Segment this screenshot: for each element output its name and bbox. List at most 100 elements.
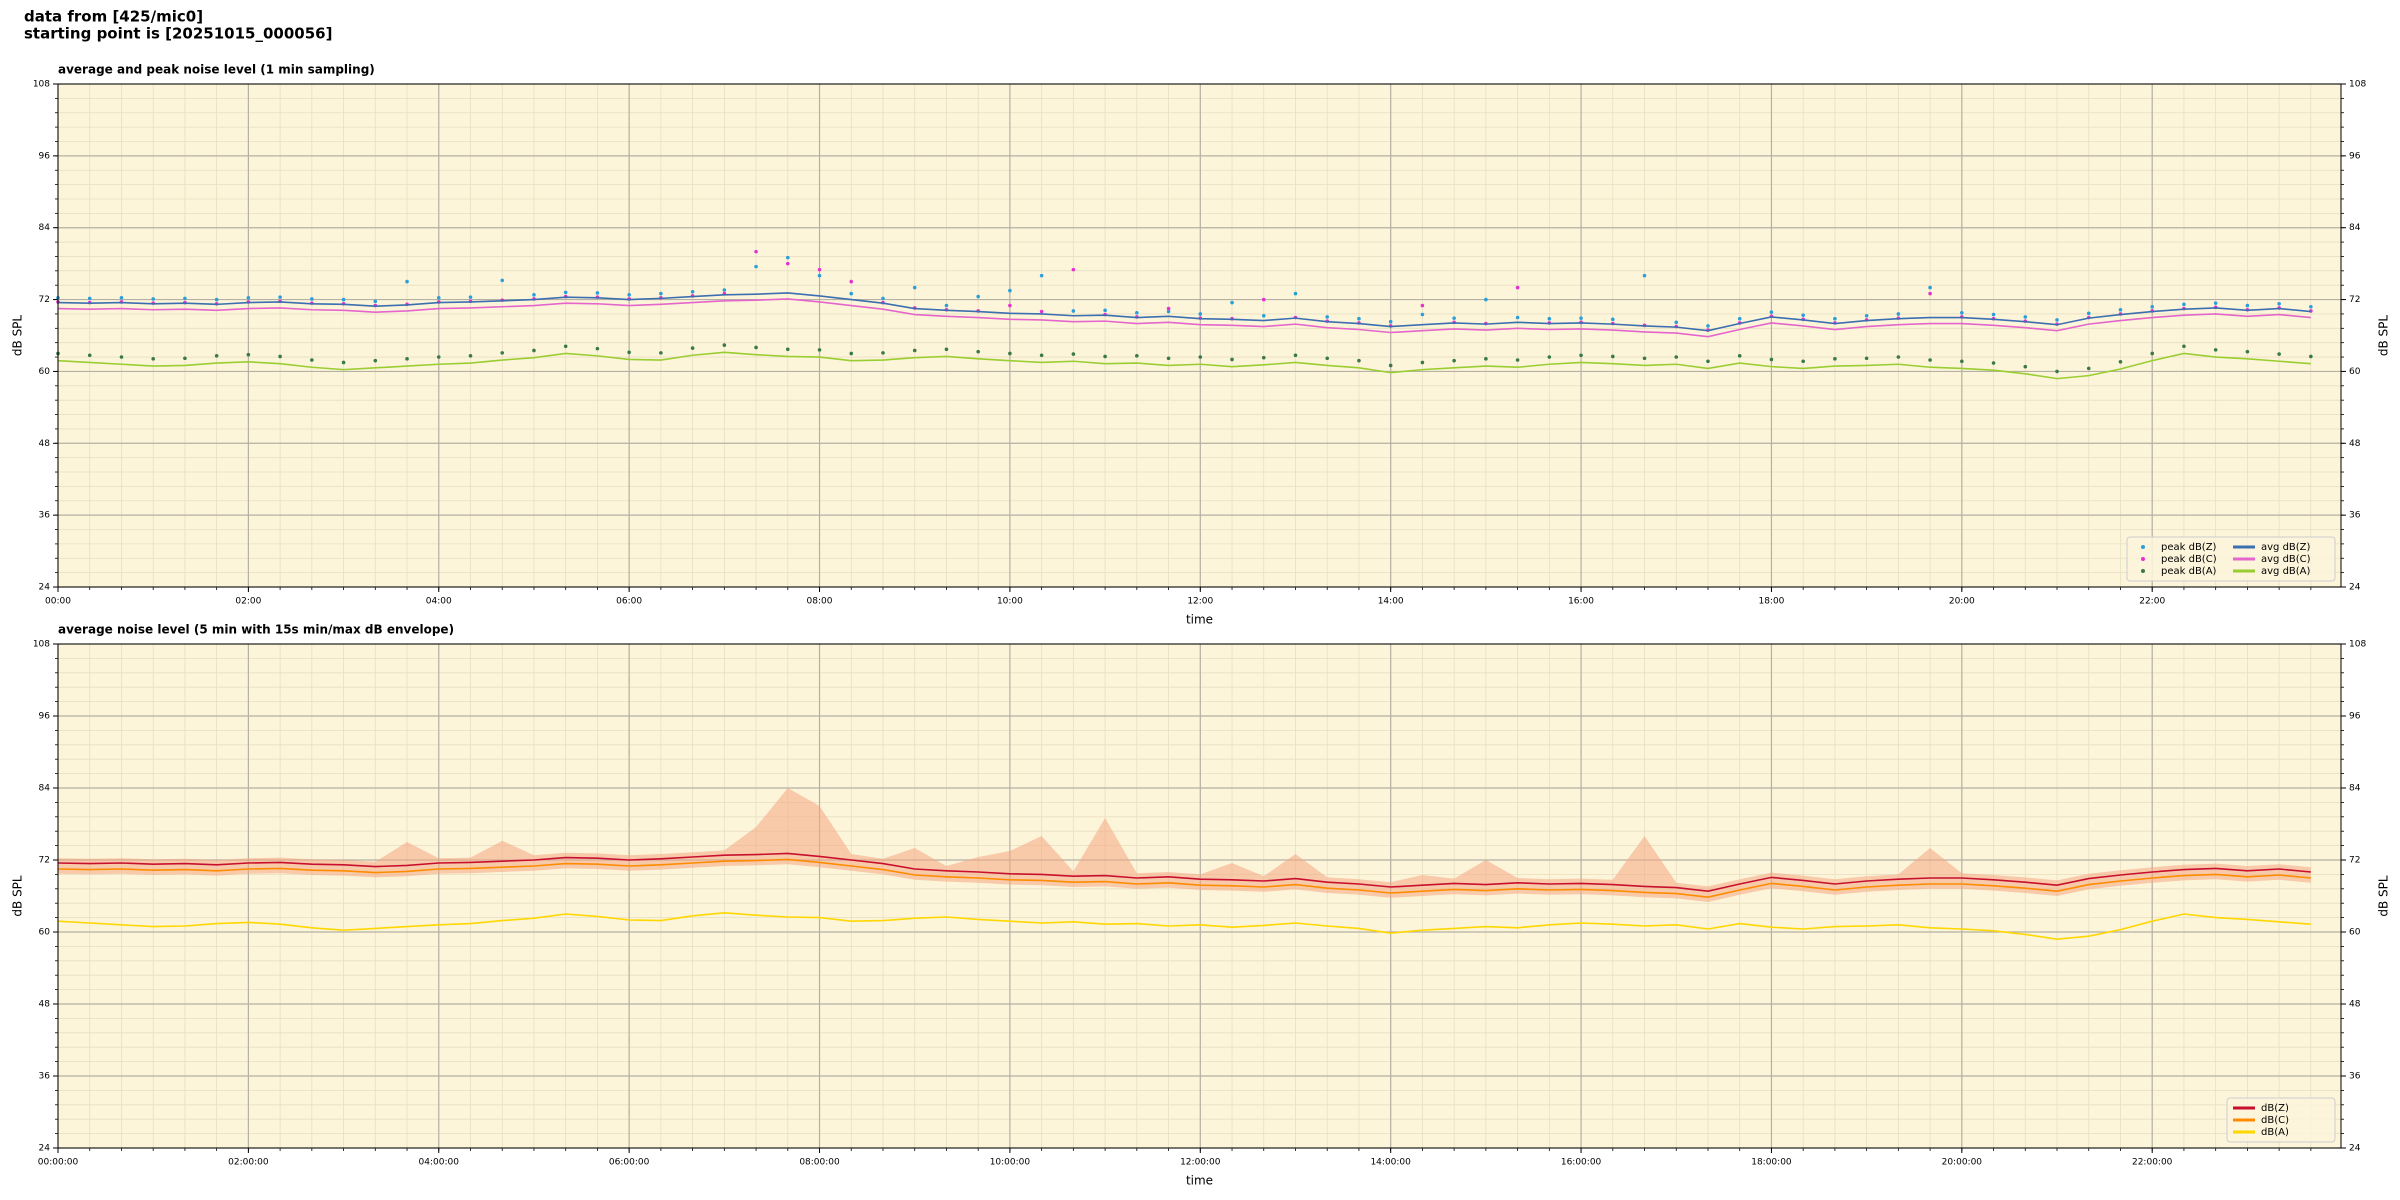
peak-point: [1039, 353, 1044, 358]
peak-point: [1737, 316, 1742, 321]
peak-point: [1293, 353, 1298, 358]
peak-point: [1864, 313, 1869, 318]
y-tick-label: 24: [39, 583, 51, 593]
x-tick-label: 04:00:00: [419, 1158, 460, 1168]
peak-point: [1071, 352, 1076, 356]
peak-point: [1801, 313, 1805, 317]
peak-point: [1166, 356, 1171, 361]
peak-point: [532, 348, 536, 353]
x-tick-label: 08:00: [807, 597, 833, 607]
peak-point: [246, 295, 251, 300]
peak-point: [817, 348, 822, 352]
peak-point: [2182, 302, 2186, 307]
peak-point: [1515, 315, 1520, 320]
x-tick-label: 06:00: [616, 597, 642, 607]
peak-point: [1960, 310, 1964, 315]
envelope-area: [58, 788, 2311, 902]
peak-point: [1674, 320, 1679, 325]
peak-point: [785, 261, 790, 266]
peak-point: [1610, 354, 1615, 359]
peak-point: [1515, 358, 1520, 362]
x-axis-label: time: [1186, 613, 1213, 627]
legend-label: peak dB(Z): [2161, 542, 2217, 553]
peak-point: [2086, 366, 2091, 371]
peak-point: [183, 356, 187, 361]
peak-point: [1135, 354, 1139, 358]
y2-tick-label: 96: [2349, 151, 2361, 161]
plot-frame: [57, 643, 2342, 1149]
peak-point: [563, 344, 568, 349]
peak-point: [944, 347, 949, 352]
peak-point: [1293, 291, 1298, 296]
y-tick-label: 36: [39, 511, 51, 521]
y2-tick-label: 24: [2349, 1144, 2361, 1154]
peak-point: [1769, 357, 1774, 362]
chart-title: average noise level (5 min with 15s min/…: [58, 623, 454, 637]
y2-tick-label: 96: [2349, 712, 2361, 722]
peak-point: [1357, 316, 1361, 321]
x-tick-label: 00:00: [45, 597, 71, 607]
peak-point: [2150, 351, 2155, 356]
x-tick-label: 08:00:00: [799, 1158, 840, 1168]
x-tick-label: 10:00:00: [990, 1158, 1031, 1168]
peak-point: [1706, 324, 1710, 328]
y2-tick-label: 36: [2349, 1072, 2361, 1082]
x-tick-label: 06:00:00: [609, 1158, 650, 1168]
peak-point: [2023, 315, 2028, 319]
peak-point: [1325, 356, 1330, 361]
x-tick-label: 12:00: [1187, 597, 1213, 607]
peak-point: [1261, 297, 1266, 302]
peak-point: [1928, 358, 1932, 362]
y-tick-label: 60: [39, 367, 51, 377]
peak-point: [1135, 310, 1139, 315]
peak-point: [1039, 273, 1044, 278]
peak-point: [1833, 316, 1837, 321]
peak-point: [2118, 360, 2123, 364]
peak-point: [373, 299, 378, 304]
peak-point: [1230, 300, 1234, 305]
x-tick-label: 02:00: [235, 597, 261, 607]
x-axis-label: time: [1186, 1174, 1213, 1188]
peak-point: [2213, 301, 2218, 305]
peak-point: [1484, 297, 1488, 302]
y-axis-label: dB SPL: [11, 875, 25, 917]
peak-point: [849, 291, 854, 296]
x-tick-label: 16:00:00: [1561, 1158, 1602, 1168]
plot-frame: [57, 83, 2342, 588]
y-tick-label: 108: [33, 640, 50, 650]
peak-point: [1991, 312, 1996, 317]
peak-point: [1325, 315, 1330, 319]
peak-point: [436, 355, 441, 359]
peak-point: [151, 357, 155, 361]
y2-tick-label: 84: [2349, 784, 2361, 794]
peak-point: [1420, 303, 1425, 308]
peak-point: [1452, 358, 1456, 363]
peak-point: [722, 288, 727, 292]
peak-point: [246, 352, 251, 357]
peak-point: [1166, 306, 1171, 311]
peak-point: [151, 297, 155, 301]
x-tick-label: 14:00: [1378, 597, 1404, 607]
peak-point: [754, 249, 758, 254]
peak-point: [405, 279, 409, 284]
peak-point: [1388, 363, 1393, 368]
y-tick-label: 96: [39, 712, 51, 722]
peak-point: [500, 351, 505, 355]
x-tick-label: 16:00: [1568, 597, 1594, 607]
x-tick-label: 18:00:00: [1751, 1158, 1792, 1168]
peak-point: [1547, 355, 1552, 359]
peak-point: [563, 290, 568, 295]
peak-point: [1420, 312, 1425, 317]
peak-point: [1960, 359, 1964, 364]
peak-point: [1261, 355, 1266, 360]
peak-point: [881, 296, 885, 301]
peak-point: [87, 296, 92, 301]
peak-point: [1008, 351, 1012, 356]
peak-point: [1515, 285, 1520, 290]
peak-point: [627, 350, 631, 355]
x-tick-label: 20:00:00: [1942, 1158, 1983, 1168]
y-tick-label: 60: [39, 928, 51, 938]
y-tick-label: 72: [39, 295, 50, 305]
x-tick-label: 10:00: [997, 597, 1023, 607]
peak-point: [1801, 359, 1805, 364]
